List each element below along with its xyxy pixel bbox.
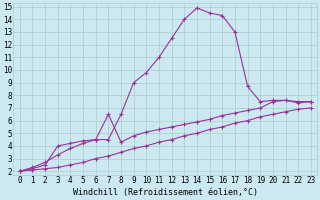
X-axis label: Windchill (Refroidissement éolien,°C): Windchill (Refroidissement éolien,°C) [73, 188, 258, 197]
